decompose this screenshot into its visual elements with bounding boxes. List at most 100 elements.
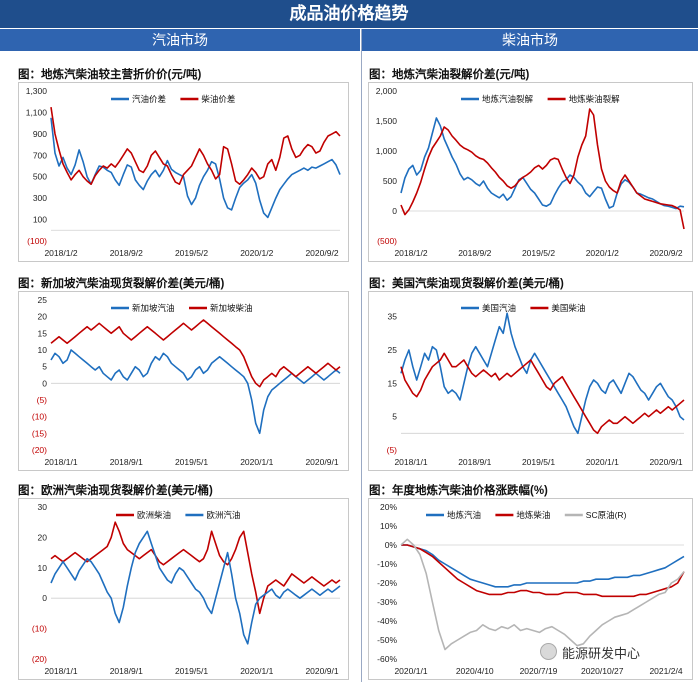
series-line xyxy=(50,530,341,645)
series-line xyxy=(401,544,685,598)
y-tick-label: 20% xyxy=(380,502,397,512)
x-tick-label: 2020/10/27 xyxy=(581,666,624,676)
y-tick-label: 500 xyxy=(383,176,397,186)
x-tick-label: 2021/2/4 xyxy=(649,666,682,676)
x-tick-label: 2018/9/1 xyxy=(110,666,143,676)
series-line xyxy=(400,117,685,210)
watermark-text: 能源研发中心 xyxy=(562,646,641,661)
y-tick-label: 20 xyxy=(38,312,48,322)
series-line xyxy=(400,108,685,230)
chart-svg: 30 20 10 0 (10) (20) 2018/1/1 2018/9/1 2019/5/1 2… xyxy=(32,502,341,676)
y-tick-label: -40% xyxy=(377,616,397,626)
x-tick-label: 2018/9/1 xyxy=(110,457,143,467)
y-tick-label: (15) xyxy=(32,428,47,438)
y-tick-label: 1,300 xyxy=(26,86,48,96)
legend-label: 地炼汽油 xyxy=(447,510,481,520)
y-tick-label: 5 xyxy=(42,362,47,372)
y-tick-label: -20% xyxy=(377,578,397,588)
series-line xyxy=(50,349,341,435)
y-tick-label: 0% xyxy=(385,540,398,550)
series-line xyxy=(50,521,341,615)
chart-europe: 30 20 10 0 (10) (20) 2018/1/1 2018/9/1 2019/5/1 2… xyxy=(18,498,349,680)
x-tick-label: 2020/9/2 xyxy=(305,248,338,258)
y-tick-label: 900 xyxy=(33,129,47,139)
chart-annual-change: 20% 10% 0% -10% -20% -30% -40% -50% -60% 2020/1/1… xyxy=(368,498,693,680)
legend-label: 地炼汽油裂解 xyxy=(482,94,534,104)
series-line xyxy=(400,352,685,435)
x-tick-label: 2019/5/2 xyxy=(522,248,555,258)
legend-label: 美国柴油 xyxy=(551,303,585,313)
x-tick-label: 2020/1/2 xyxy=(240,248,273,258)
y-tick-label: (20) xyxy=(32,445,47,455)
legend-label: 地炼柴油 xyxy=(516,510,550,520)
series-line xyxy=(50,117,341,219)
y-tick-label: 25 xyxy=(38,295,48,305)
legend-label: 柴油价差 xyxy=(201,94,235,104)
y-tick-label: 10% xyxy=(380,521,397,531)
x-tick-label: 2020/9/1 xyxy=(305,666,338,676)
x-tick-label: 2018/9/2 xyxy=(110,248,143,258)
x-tick-label: 2018/1/1 xyxy=(394,457,427,467)
chart-us: 35 25 15 5 (5) 2018/1/1 2018/9/1 2019/5/1 2020/1… xyxy=(368,291,693,471)
y-tick-label: -10% xyxy=(377,559,397,569)
x-tick-label: 2020/7/19 xyxy=(520,666,558,676)
y-tick-label: (20) xyxy=(32,654,47,664)
y-tick-label: 5 xyxy=(392,412,397,422)
chart-local-crack: 2,000 1,500 1,000 500 0 (500) 2018/1/2 2018/9/2… xyxy=(368,82,693,262)
page-title: 成品油价格趋势 xyxy=(0,0,698,28)
y-tick-label: 2,000 xyxy=(376,86,398,96)
legend-label: 汽油价差 xyxy=(132,94,166,104)
chart-title-europe: 图：欧洲汽柴油现货裂解价差(美元/桶) xyxy=(18,485,213,497)
y-tick-label: 100 xyxy=(33,215,47,225)
x-tick-label: 2020/1/1 xyxy=(394,666,427,676)
section-gasoline: 汽油市场 xyxy=(0,29,360,51)
x-tick-label: 2019/5/1 xyxy=(175,457,208,467)
y-tick-label: 0 xyxy=(392,206,397,216)
y-tick-label: (10) xyxy=(32,624,47,634)
legend-label: 美国汽油 xyxy=(482,303,516,313)
section-diesel: 柴油市场 xyxy=(362,29,698,51)
x-tick-label: 2018/1/2 xyxy=(44,248,77,258)
chart-title-local-crack: 图：地炼汽柴油裂解价差(元/吨) xyxy=(369,69,530,81)
x-tick-label: 2018/1/1 xyxy=(44,666,77,676)
x-tick-label: 2020/9/2 xyxy=(649,248,682,258)
y-tick-label: 35 xyxy=(388,312,398,322)
y-tick-label: 1,100 xyxy=(26,107,48,117)
y-tick-label: (10) xyxy=(32,412,47,422)
x-tick-label: 2018/1/2 xyxy=(394,248,427,258)
chart-title-annual-change: 图：年度地炼汽柴油价格涨跌幅(%) xyxy=(369,485,548,497)
legend-label: 地炼柴油裂解 xyxy=(569,94,621,104)
legend-label: 新加坡柴油 xyxy=(210,303,253,313)
series-line xyxy=(400,312,685,435)
y-tick-label: 300 xyxy=(33,193,47,203)
chart-svg: 20% 10% 0% -10% -20% -30% -40% -50% -60% 2020/1/1… xyxy=(377,502,685,676)
legend-label: 欧洲柴油 xyxy=(137,510,171,520)
y-tick-label: (100) xyxy=(27,236,47,246)
legend-label: 新加坡汽油 xyxy=(132,303,175,313)
series-line xyxy=(401,544,685,588)
series-line xyxy=(50,106,341,185)
y-tick-label: 15 xyxy=(388,378,398,388)
x-tick-label: 2019/5/1 xyxy=(522,457,555,467)
x-tick-label: 2020/1/2 xyxy=(586,248,619,258)
y-tick-label: 25 xyxy=(388,345,398,355)
x-tick-label: 2019/5/2 xyxy=(175,248,208,258)
chart-singapore: 25 20 15 10 5 0 (5) (10) (15) (20) 2018/1/1 2018/9/… xyxy=(18,291,349,471)
y-tick-label: 500 xyxy=(33,172,47,182)
x-tick-label: 2018/9/2 xyxy=(458,248,491,258)
series-line xyxy=(50,319,341,388)
y-tick-label: 30 xyxy=(38,502,48,512)
y-tick-label: 1,500 xyxy=(376,116,398,126)
y-tick-label: -30% xyxy=(377,597,397,607)
series-line xyxy=(400,538,685,651)
chart-svg: 35 25 15 5 (5) 2018/1/1 2018/9/1 2019/5/1 2020/1… xyxy=(387,303,685,467)
chart-svg: 25 20 15 10 5 0 (5) (10) (15) (20) 2018/1/1 2018/9/… xyxy=(32,295,341,467)
chart-title-local-vs-major: 图：地炼汽柴油较主营折价价(元/吨) xyxy=(18,69,202,81)
chart-title-us: 图：美国汽柴油现货裂解价差(美元/桶) xyxy=(369,278,564,290)
x-tick-label: 2020/9/1 xyxy=(305,457,338,467)
x-tick-label: 2018/9/1 xyxy=(458,457,491,467)
legend-label: SC原油(R) xyxy=(586,510,627,520)
y-tick-label: -50% xyxy=(377,635,397,645)
chart-title-singapore: 图：新加坡汽柴油现货裂解价差(美元/桶) xyxy=(18,278,225,290)
chart-svg: 1,300 1,100 900 700 500 300 100 (100) 2018/1/2 20… xyxy=(26,86,341,258)
